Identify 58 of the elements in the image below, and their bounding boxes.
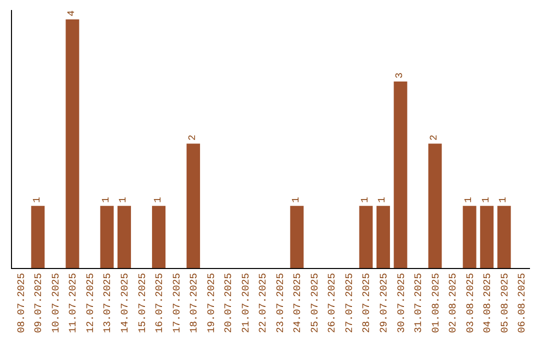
bar (118, 206, 131, 268)
x-tick-label: 25.07.2025 (310, 273, 322, 334)
data-label: 2 (430, 134, 441, 141)
bar (31, 206, 45, 268)
x-tick-label: 29.07.2025 (379, 273, 390, 334)
data-label: 1 (32, 196, 44, 203)
x-tick-label: 26.07.2025 (328, 273, 339, 334)
bar (359, 206, 373, 268)
x-tick-label: 10.07.2025 (51, 273, 62, 334)
data-label: 1 (464, 196, 476, 203)
data-label: 1 (378, 196, 389, 203)
data-label: 2 (188, 134, 199, 141)
bar (428, 144, 442, 268)
x-tick-label: 16.07.2025 (155, 273, 166, 334)
data-label: 1 (153, 196, 164, 203)
data-label: 1 (101, 196, 112, 203)
x-tick-label: 23.07.2025 (276, 273, 287, 334)
x-tick-label: 08.07.2025 (16, 273, 28, 334)
x-tick-label: 03.08.2025 (466, 273, 477, 334)
bar (100, 206, 114, 268)
x-tick-label: 20.07.2025 (224, 273, 236, 334)
x-tick-label: 28.07.2025 (362, 273, 374, 334)
data-label: 1 (291, 196, 302, 203)
x-tick-label: 14.07.2025 (120, 273, 132, 334)
x-tick-label: 27.07.2025 (344, 273, 356, 334)
bar (290, 206, 304, 268)
bar (462, 206, 476, 268)
bar (394, 81, 408, 268)
x-tick-label: 24.07.2025 (293, 273, 304, 334)
x-tick-label: 30.07.2025 (396, 273, 408, 334)
x-tick-label: 09.07.2025 (34, 273, 46, 334)
bar (66, 19, 80, 268)
data-label: 1 (118, 196, 130, 203)
x-tick-label: 15.07.2025 (138, 273, 149, 334)
data-label: 1 (360, 196, 372, 203)
data-label: 3 (395, 72, 406, 78)
bar (480, 206, 494, 268)
x-tick-label: 17.07.2025 (172, 273, 184, 334)
x-tick-label: 13.07.2025 (103, 273, 114, 334)
x-tick-label: 12.07.2025 (86, 273, 97, 334)
x-tick-label: 21.07.2025 (241, 273, 252, 334)
data-label: 1 (498, 196, 510, 203)
bar (152, 206, 166, 268)
x-tick-label: 11.07.2025 (68, 273, 80, 334)
x-tick-label: 18.07.2025 (190, 273, 201, 334)
data-label: 1 (481, 196, 492, 203)
x-tick-label: 04.08.2025 (483, 273, 494, 334)
x-tick-label: 02.08.2025 (448, 273, 460, 334)
data-label: 4 (66, 10, 78, 16)
x-tick-label: 01.08.2025 (431, 273, 442, 334)
x-tick-label: 06.08.2025 (518, 273, 529, 334)
x-tick-label: 22.07.2025 (258, 273, 270, 334)
x-tick-label: 31.07.2025 (414, 273, 426, 334)
bar (497, 206, 511, 268)
x-tick-label: 19.07.2025 (206, 273, 218, 334)
bar (186, 144, 200, 268)
x-tick-label: 05.08.2025 (500, 273, 512, 334)
bar (376, 206, 390, 268)
